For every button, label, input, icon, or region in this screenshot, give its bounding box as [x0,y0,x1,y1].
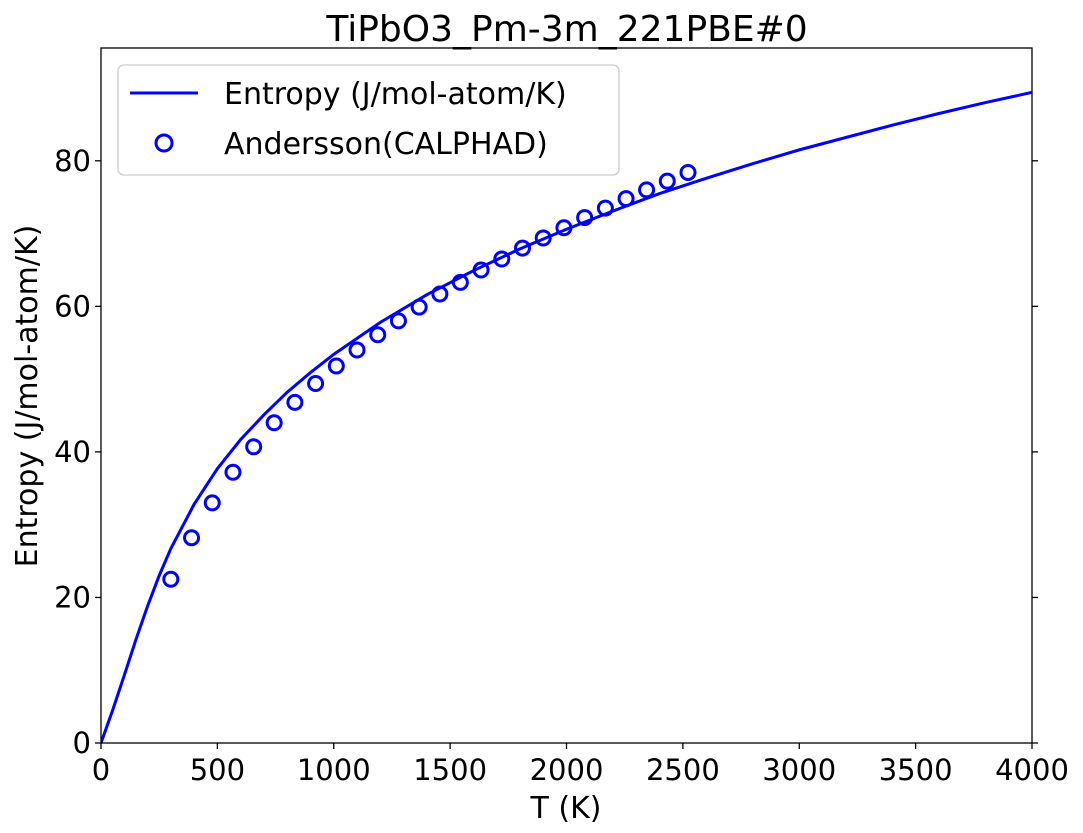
chart-title: TiPbO3_Pm-3m_221PBE#0 [325,9,807,50]
data-point-marker [658,172,676,190]
x-axis-label: T (K) [530,791,602,826]
x-tick-label: 500 [190,753,245,787]
legend-marker-swatch [154,133,174,153]
data-point-marker [348,341,366,359]
plot-area [101,90,1032,743]
legend: Entropy (J/mol-atom/K) Andersson(CALPHAD… [117,64,620,176]
data-point-marker [617,190,635,208]
data-point-marker [327,357,345,375]
x-tick-label: 2500 [646,753,720,787]
data-point-marker [451,273,469,291]
data-point-marker [203,494,221,512]
series-line-entropy [101,90,1032,743]
x-tick-label: 3500 [879,753,953,787]
data-point-marker [534,229,552,247]
data-point-marker [638,181,656,199]
y-tick-label: 40 [54,435,91,469]
data-point-marker [472,261,490,279]
x-axis-ticks: 0 500 1000 1500 2000 2500 3000 3500 4000 [92,743,1069,787]
x-tick-label: 1500 [413,753,487,787]
data-point-marker [369,326,387,344]
legend-entry-andersson: Andersson(CALPHAD) [224,127,548,162]
data-point-marker [224,463,242,481]
series-markers-andersson [162,163,697,588]
data-point-marker [389,312,407,330]
data-point-marker [493,250,511,268]
data-point-marker [596,199,614,217]
data-point-marker [514,239,532,257]
data-point-marker [555,219,573,237]
data-point-marker [183,529,201,547]
data-point-marker [431,285,449,303]
y-axis-ticks: 0 20 40 60 80 [54,144,1038,760]
x-tick-label: 0 [92,753,110,787]
x-tick-label: 3000 [762,753,836,787]
x-tick-label: 4000 [995,753,1069,787]
y-tick-label: 60 [54,289,91,323]
legend-entry-entropy: Entropy (J/mol-atom/K) [224,77,567,112]
data-point-marker [245,438,263,456]
data-point-marker [307,374,325,392]
data-point-marker [410,298,428,316]
data-point-marker [576,209,594,227]
x-tick-label: 2000 [530,753,604,787]
data-point-marker [162,570,180,588]
y-tick-label: 0 [73,726,91,760]
data-point-marker [265,414,283,432]
data-point-marker [286,393,304,411]
y-axis-label: Entropy (J/mol-atom/K) [10,225,45,568]
legend-box [117,64,620,176]
y-tick-label: 20 [54,580,91,614]
y-tick-label: 80 [54,144,91,178]
x-tick-label: 1000 [297,753,371,787]
data-point-marker [679,163,697,181]
